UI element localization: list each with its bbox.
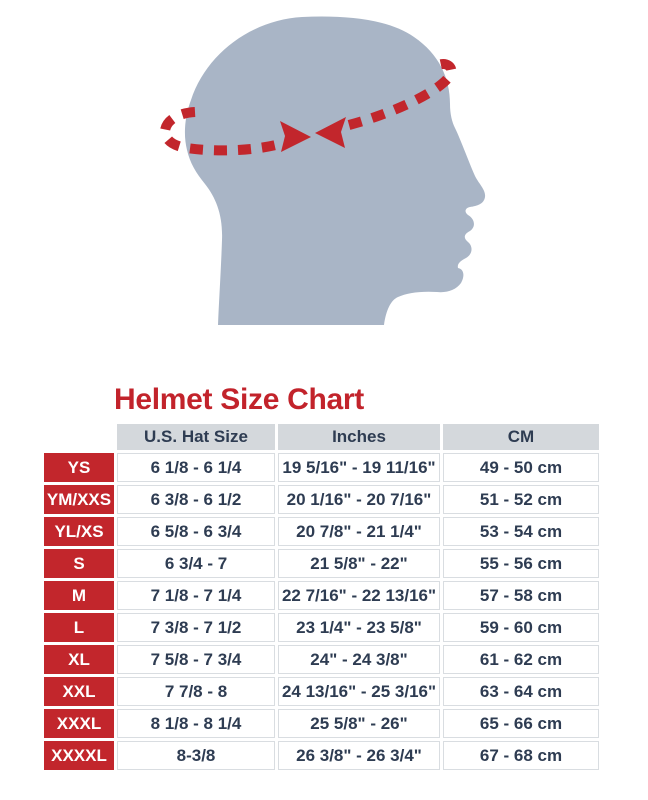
size-table: U.S. Hat Size Inches CM YS 6 1/8 - 6 1/4 1… bbox=[41, 421, 602, 773]
size-label-cell: YM/XXS bbox=[44, 485, 114, 514]
size-label-cell: M bbox=[44, 581, 114, 610]
table-row: XXXL 8 1/8 - 8 1/4 25 5/8" - 26" 65 - 66 cm bbox=[44, 709, 599, 738]
size-value-cell-hat: 7 5/8 - 7 3/4 bbox=[117, 645, 275, 674]
size-value-cell-hat: 6 1/8 - 6 1/4 bbox=[117, 453, 275, 482]
size-value-cell-hat: 7 7/8 - 8 bbox=[117, 677, 275, 706]
size-label-cell: YL/XS bbox=[44, 517, 114, 546]
size-label-cell: XXXL bbox=[44, 709, 114, 738]
size-value-cell-cm: 53 - 54 cm bbox=[443, 517, 599, 546]
corner-cell bbox=[44, 424, 114, 450]
table-row: YL/XS 6 5/8 - 6 3/4 20 7/8" - 21 1/4" 53 - … bbox=[44, 517, 599, 546]
size-value-cell-cm: 51 - 52 cm bbox=[443, 485, 599, 514]
table-row: XXXXL 8-3/8 26 3/8" - 26 3/4" 67 - 68 cm bbox=[44, 741, 599, 770]
column-header-hat-size: U.S. Hat Size bbox=[117, 424, 275, 450]
size-value-cell-cm: 57 - 58 cm bbox=[443, 581, 599, 610]
measurement-band-dashed bbox=[159, 107, 278, 156]
size-value-cell-hat: 7 3/8 - 7 1/2 bbox=[117, 613, 275, 642]
size-label-cell: XL bbox=[44, 645, 114, 674]
size-value-cell-inches: 21 5/8" - 22" bbox=[278, 549, 440, 578]
arrow-right-icon bbox=[280, 121, 311, 152]
table-row: YS 6 1/8 - 6 1/4 19 5/16" - 19 11/16" 49 - … bbox=[44, 453, 599, 482]
table-row: XXL 7 7/8 - 8 24 13/16" - 25 3/16" 63 - 64 … bbox=[44, 677, 599, 706]
size-label-cell: S bbox=[44, 549, 114, 578]
size-value-cell-inches: 25 5/8" - 26" bbox=[278, 709, 440, 738]
size-label-cell: XXL bbox=[44, 677, 114, 706]
size-value-cell-cm: 59 - 60 cm bbox=[443, 613, 599, 642]
size-value-cell-hat: 8 1/8 - 8 1/4 bbox=[117, 709, 275, 738]
size-value-cell-cm: 61 - 62 cm bbox=[443, 645, 599, 674]
size-value-cell-cm: 65 - 66 cm bbox=[443, 709, 599, 738]
size-label-cell: L bbox=[44, 613, 114, 642]
size-value-cell-hat: 6 3/4 - 7 bbox=[117, 549, 275, 578]
size-value-cell-hat: 6 5/8 - 6 3/4 bbox=[117, 517, 275, 546]
size-value-cell-inches: 26 3/8" - 26 3/4" bbox=[278, 741, 440, 770]
head-measurement-illustration bbox=[159, 16, 486, 326]
head-silhouette bbox=[184, 16, 486, 326]
page-title: Helmet Size Chart bbox=[114, 383, 364, 416]
size-label-cell: YS bbox=[44, 453, 114, 482]
size-value-cell-cm: 67 - 68 cm bbox=[443, 741, 599, 770]
size-value-cell-inches: 20 1/16" - 20 7/16" bbox=[278, 485, 440, 514]
size-label-cell: XXXXL bbox=[44, 741, 114, 770]
size-value-cell-hat: 6 3/8 - 6 1/2 bbox=[117, 485, 275, 514]
size-value-cell-inches: 20 7/8" - 21 1/4" bbox=[278, 517, 440, 546]
size-value-cell-inches: 23 1/4" - 23 5/8" bbox=[278, 613, 440, 642]
size-value-cell-cm: 63 - 64 cm bbox=[443, 677, 599, 706]
table-header-row: U.S. Hat Size Inches CM bbox=[44, 424, 599, 450]
size-value-cell-inches: 19 5/16" - 19 11/16" bbox=[278, 453, 440, 482]
column-header-cm: CM bbox=[443, 424, 599, 450]
size-value-cell-hat: 8-3/8 bbox=[117, 741, 275, 770]
size-value-cell-inches: 22 7/16" - 22 13/16" bbox=[278, 581, 440, 610]
table-row: XL 7 5/8 - 7 3/4 24" - 24 3/8" 61 - 62 cm bbox=[44, 645, 599, 674]
size-table-body: YS 6 1/8 - 6 1/4 19 5/16" - 19 11/16" 49 - … bbox=[44, 453, 599, 770]
size-value-cell-cm: 55 - 56 cm bbox=[443, 549, 599, 578]
column-header-inches: Inches bbox=[278, 424, 440, 450]
arrow-left-icon bbox=[315, 117, 346, 148]
measurement-band-dashed bbox=[347, 59, 457, 130]
size-value-cell-inches: 24" - 24 3/8" bbox=[278, 645, 440, 674]
size-value-cell-inches: 24 13/16" - 25 3/16" bbox=[278, 677, 440, 706]
table-row: YM/XXS 6 3/8 - 6 1/2 20 1/16" - 20 7/16" 51… bbox=[44, 485, 599, 514]
size-value-cell-cm: 49 - 50 cm bbox=[443, 453, 599, 482]
size-value-cell-hat: 7 1/8 - 7 1/4 bbox=[117, 581, 275, 610]
